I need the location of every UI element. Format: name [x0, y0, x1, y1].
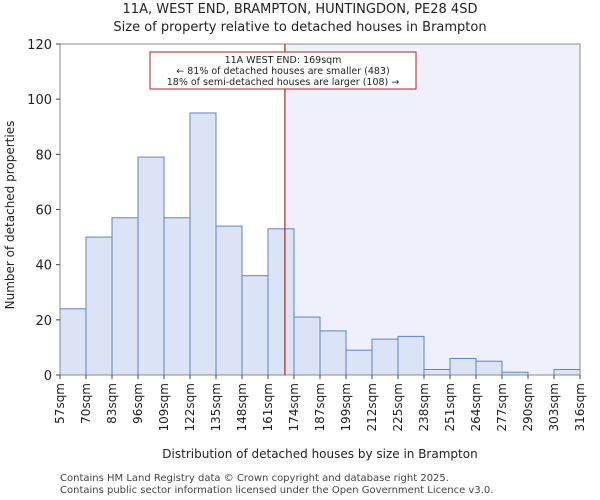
x-tick-label: 225sqm	[391, 383, 405, 431]
x-tick-label: 83sqm	[105, 383, 119, 424]
larger-region-shade	[284, 44, 580, 375]
histogram-bar	[345, 349, 373, 376]
x-tick-label: 122sqm	[183, 383, 197, 431]
histogram-bar	[319, 330, 347, 376]
histogram-bar	[85, 236, 113, 376]
x-tick-label: 290sqm	[521, 383, 535, 431]
annotation-box	[149, 51, 417, 90]
chart-subtitle: Size of property relative to detached ho…	[113, 20, 487, 35]
annotation-line-1: 11A WEST END: 169sqm	[225, 55, 342, 66]
annotation-line-2: ← 81% of detached houses are smaller (48…	[176, 66, 389, 77]
histogram-bar	[397, 335, 425, 376]
annotation-line-3: 18% of semi-detached houses are larger (…	[167, 77, 400, 88]
x-tick-label: 96sqm	[131, 383, 145, 424]
histogram-bar	[215, 225, 243, 376]
x-tick-label: 161sqm	[261, 383, 275, 431]
y-tick-label: 80	[35, 148, 52, 163]
histogram-bar	[189, 112, 217, 376]
histogram-bar	[423, 368, 451, 376]
x-tick-label: 187sqm	[313, 383, 327, 431]
histogram-bar	[553, 368, 581, 376]
x-tick-label: 109sqm	[157, 383, 171, 431]
histogram-bar	[449, 357, 477, 376]
histogram-bar	[137, 156, 165, 376]
x-tick-label: 135sqm	[209, 383, 223, 431]
y-tick-label: 100	[27, 93, 52, 108]
histogram-bar	[111, 217, 139, 376]
x-tick-label: 264sqm	[469, 383, 483, 431]
chart-title: 11A, WEST END, BRAMPTON, HUNTINGDON, PE2…	[122, 2, 478, 17]
x-tick-label: 174sqm	[287, 383, 301, 431]
x-tick-label: 57sqm	[53, 383, 67, 424]
histogram-bar	[293, 316, 321, 376]
y-tick-label: 0	[44, 369, 52, 384]
x-tick-label: 277sqm	[495, 383, 509, 431]
x-tick-label: 148sqm	[235, 383, 249, 431]
footer-line-2: Contains public sector information licen…	[60, 485, 494, 496]
x-tick-label: 303sqm	[547, 383, 561, 431]
x-tick-label: 199sqm	[339, 383, 353, 431]
x-tick-label: 251sqm	[443, 383, 457, 431]
histogram-bar	[241, 275, 269, 376]
y-tick-label: 120	[27, 38, 52, 53]
histogram-bar	[371, 338, 399, 376]
x-axis-label: Distribution of detached houses by size …	[162, 447, 477, 461]
x-tick-label: 212sqm	[365, 383, 379, 431]
histogram-bar	[163, 217, 191, 376]
histogram-chart: 0 20 40 60 80 100 120 57sqm 70sqm 83sqm 96sqm 109sq…	[3, 38, 587, 461]
histogram-bar	[267, 228, 295, 376]
x-tick-label: 70sqm	[79, 383, 93, 424]
y-tick-label: 40	[35, 259, 52, 274]
footer-line-1: Contains HM Land Registry data © Crown c…	[60, 473, 449, 484]
histogram-bar	[59, 308, 87, 376]
y-tick-label: 20	[35, 314, 52, 329]
histogram-bar	[475, 360, 503, 376]
y-tick-label: 60	[35, 204, 52, 219]
x-tick-label: 316sqm	[573, 383, 587, 431]
x-tick-label: 238sqm	[417, 383, 431, 431]
y-axis-label: Number of detached properties	[3, 121, 17, 310]
